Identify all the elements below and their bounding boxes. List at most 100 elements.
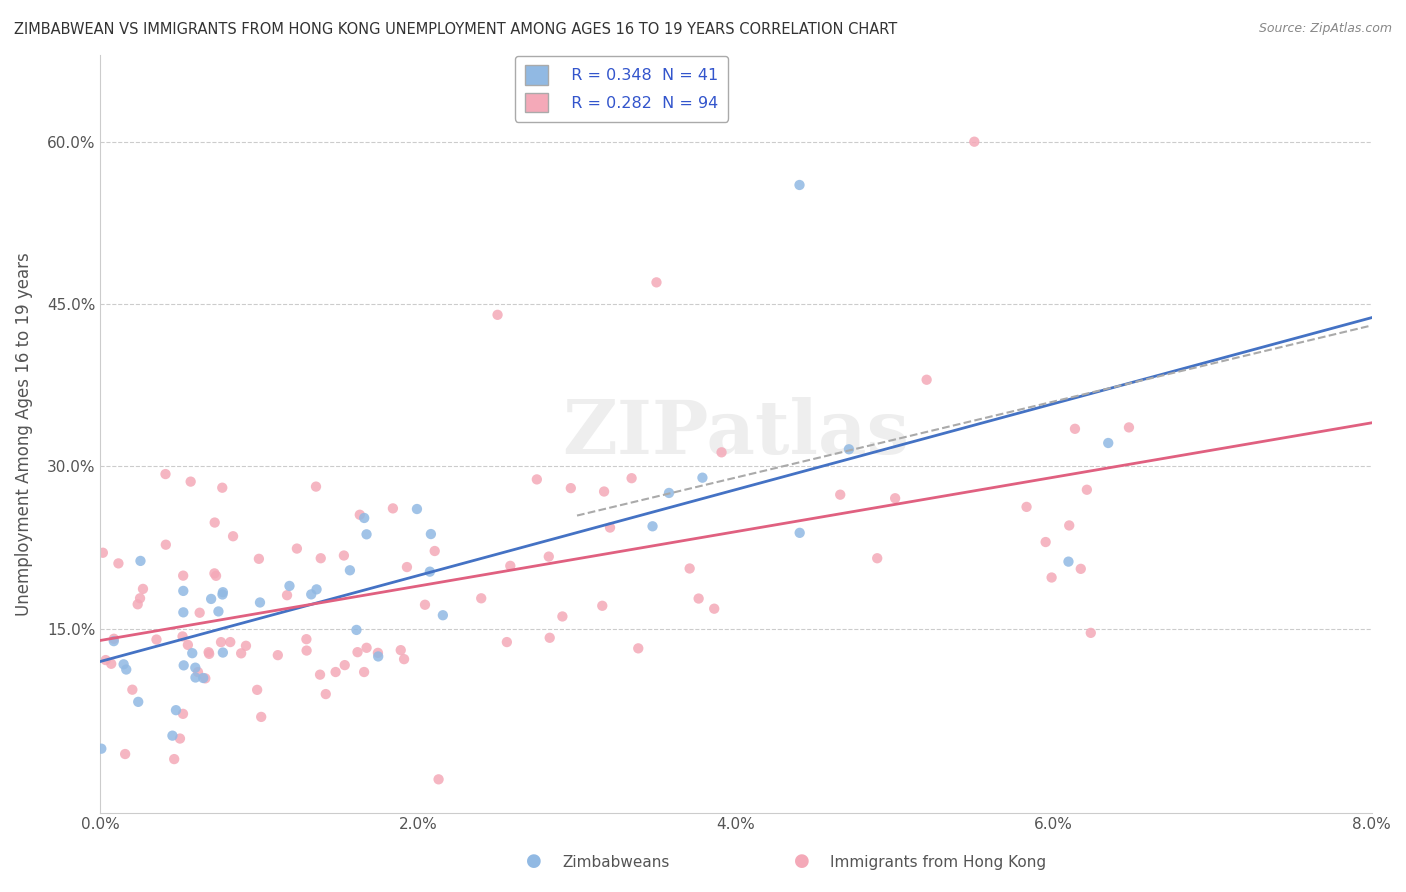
Point: [367, 649, 389, 664]
Point: [100, 657, 122, 671]
Point: [184, 661, 207, 675]
Text: Immigrants from Hong Kong: Immigrants from Hong Kong: [830, 855, 1046, 870]
Point: [211, 587, 233, 601]
Point: [1057, 518, 1080, 533]
Point: [127, 695, 149, 709]
Point: [551, 609, 574, 624]
Point: [537, 549, 560, 564]
Point: [103, 634, 125, 648]
Point: [173, 658, 195, 673]
Point: [197, 645, 219, 659]
Text: ●: ●: [526, 852, 543, 870]
Point: [194, 671, 217, 685]
Point: [246, 682, 269, 697]
Point: [325, 665, 347, 679]
Point: [884, 491, 907, 506]
Point: [526, 472, 548, 486]
Point: [204, 516, 226, 530]
Point: [305, 582, 328, 597]
Point: [285, 541, 308, 556]
Point: [349, 508, 371, 522]
Point: [172, 583, 194, 598]
Point: [1035, 535, 1057, 549]
Point: [309, 551, 332, 566]
Text: ●: ●: [793, 852, 810, 870]
Y-axis label: Unemployment Among Ages 16 to 19 years: Unemployment Among Ages 16 to 19 years: [15, 252, 32, 615]
Point: [209, 635, 232, 649]
Point: [222, 529, 245, 543]
Point: [1057, 555, 1080, 569]
Point: [427, 772, 450, 787]
Text: Source: ZipAtlas.com: Source: ZipAtlas.com: [1258, 22, 1392, 36]
Point: [200, 591, 222, 606]
Point: [333, 658, 356, 673]
Point: [395, 560, 418, 574]
Point: [212, 646, 235, 660]
Point: [538, 631, 561, 645]
Point: [198, 647, 221, 661]
Point: [315, 687, 337, 701]
Point: [627, 641, 650, 656]
Point: [231, 646, 253, 660]
Point: [641, 519, 664, 533]
Point: [346, 645, 368, 659]
Point: [963, 135, 986, 149]
Point: [204, 566, 226, 581]
Point: [155, 467, 177, 481]
Point: [112, 657, 135, 672]
Point: [211, 481, 233, 495]
Point: [789, 525, 811, 540]
Point: [127, 597, 149, 611]
Point: [188, 606, 211, 620]
Point: [339, 563, 361, 577]
Point: [658, 486, 681, 500]
Point: [1064, 422, 1087, 436]
Point: [1040, 570, 1063, 584]
Point: [392, 652, 415, 666]
Point: [115, 663, 138, 677]
Point: [305, 480, 328, 494]
Point: [866, 551, 889, 566]
Point: [838, 442, 860, 457]
Point: [219, 635, 242, 649]
Point: [172, 629, 194, 643]
Point: [299, 587, 322, 601]
Point: [129, 591, 152, 606]
Point: [132, 582, 155, 596]
Point: [591, 599, 613, 613]
Point: [432, 608, 454, 623]
Point: [1080, 625, 1102, 640]
Point: [789, 178, 811, 192]
Point: [419, 527, 441, 541]
Text: ZIPatlas: ZIPatlas: [562, 397, 910, 470]
Point: [295, 643, 318, 657]
Point: [367, 646, 389, 660]
Point: [406, 502, 429, 516]
Point: [103, 632, 125, 646]
Point: [423, 544, 446, 558]
Point: [205, 569, 228, 583]
Point: [309, 667, 332, 681]
Point: [249, 595, 271, 609]
Point: [645, 276, 668, 290]
Point: [90, 741, 112, 756]
Point: [207, 604, 229, 618]
Point: [495, 635, 517, 649]
Legend:   R = 0.348  N = 41,   R = 0.282  N = 94: R = 0.348 N = 41, R = 0.282 N = 94: [515, 55, 728, 121]
Point: [129, 554, 152, 568]
Point: [267, 648, 290, 662]
Point: [620, 471, 643, 485]
Point: [172, 568, 194, 582]
Point: [162, 729, 184, 743]
Point: [114, 747, 136, 761]
Point: [247, 551, 270, 566]
Point: [172, 706, 194, 721]
Point: [499, 558, 522, 573]
Point: [94, 653, 117, 667]
Point: [356, 640, 378, 655]
Point: [389, 643, 412, 657]
Point: [692, 471, 714, 485]
Point: [1118, 420, 1140, 434]
Point: [121, 682, 143, 697]
Point: [560, 481, 582, 495]
